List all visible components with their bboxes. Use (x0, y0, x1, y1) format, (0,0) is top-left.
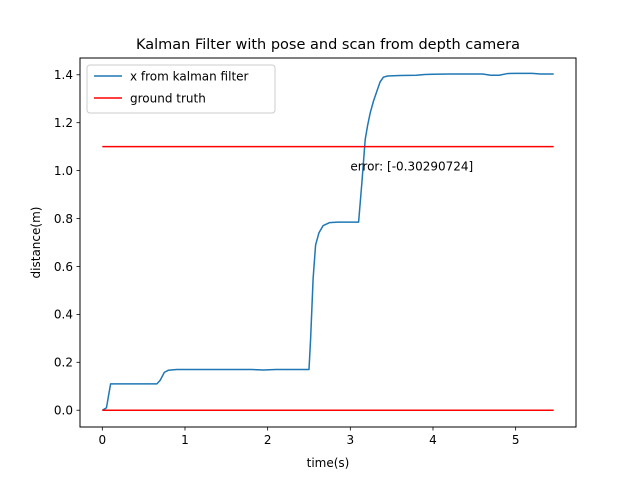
x-tick-label: 4 (429, 433, 437, 447)
series-line-x-from-kalman-filter (101, 72, 554, 411)
x-tick-label: 5 (512, 433, 520, 447)
y-tick-label: 0.6 (54, 260, 73, 274)
x-tick-label: 1 (181, 433, 189, 447)
y-tick-label: 1.2 (54, 116, 73, 130)
y-tick-label: 0.4 (54, 308, 73, 322)
legend-box (86, 64, 276, 114)
chart-title: Kalman Filter with pose and scan from de… (136, 37, 520, 53)
y-axis-label: distance(m) (29, 207, 43, 279)
x-tick-label: 0 (98, 433, 106, 447)
y-tick-label: 1.4 (54, 68, 73, 82)
x-tick-label: 3 (346, 433, 354, 447)
legend-label: ground truth (130, 91, 206, 105)
error-annotation: error: [-0.30290724] (350, 160, 473, 174)
y-tick-label: 0.0 (54, 404, 73, 418)
x-tick-label: 2 (264, 433, 272, 447)
plot-frame (79, 57, 577, 428)
y-tick-label: 0.8 (54, 212, 73, 226)
y-tick-label: 1.0 (54, 164, 73, 178)
legend-label: x from kalman filter (130, 69, 249, 83)
x-axis-label: time(s) (307, 456, 350, 470)
y-tick-label: 0.2 (54, 356, 73, 370)
legend: x from kalman filter ground truth (86, 64, 276, 114)
